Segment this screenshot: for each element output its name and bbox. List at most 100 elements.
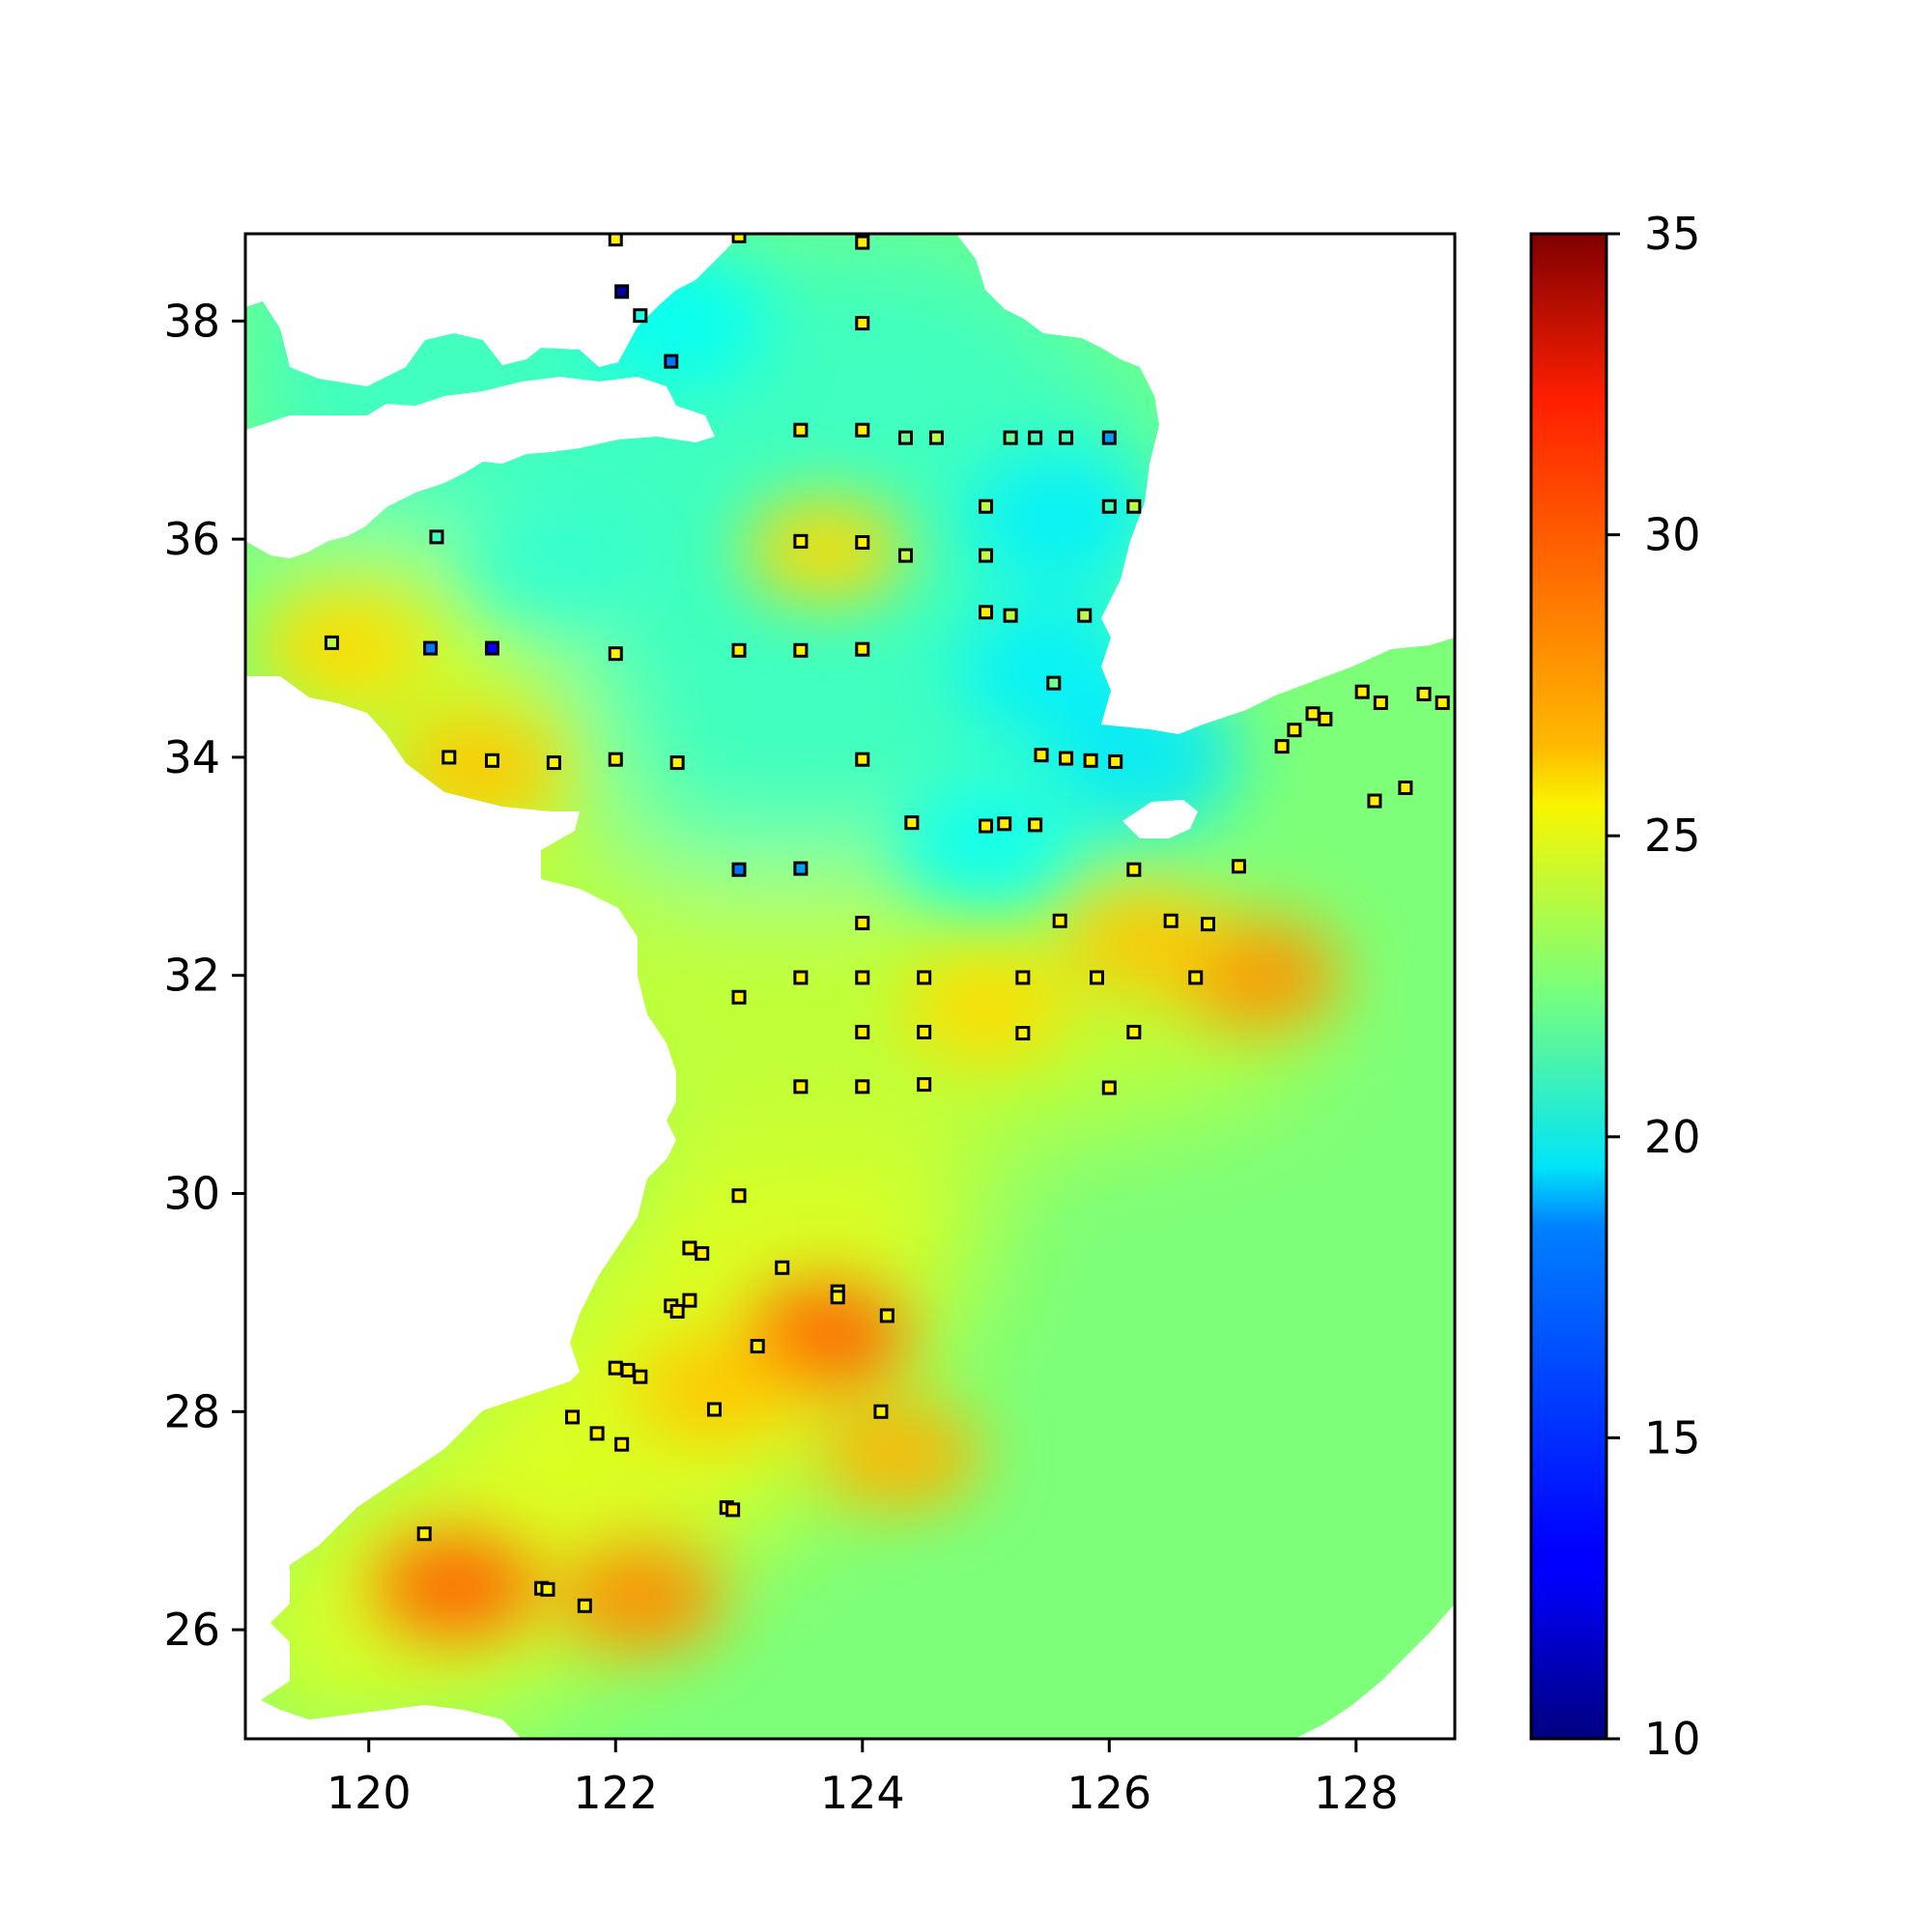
plot-frame bbox=[243, 232, 1457, 1741]
x-tick-label: 126 bbox=[1066, 1767, 1151, 1819]
x-axis: 120 122 124 126 128 bbox=[327, 1739, 1399, 1819]
station-marker bbox=[706, 1402, 722, 1417]
station-marker bbox=[731, 642, 747, 658]
station-marker bbox=[614, 284, 630, 299]
station-marker bbox=[775, 1260, 790, 1275]
station-marker bbox=[669, 755, 685, 771]
station-marker bbox=[1015, 970, 1031, 985]
station-marker bbox=[793, 861, 809, 876]
station-marker bbox=[485, 640, 500, 656]
station-marker bbox=[897, 430, 913, 445]
station-marker bbox=[1435, 695, 1450, 710]
station-marker bbox=[620, 1362, 636, 1378]
station-marker bbox=[485, 753, 500, 768]
station-marker bbox=[917, 1024, 932, 1039]
y-tick-label: 34 bbox=[163, 731, 220, 783]
station-marker bbox=[608, 752, 623, 767]
y-tick-label: 36 bbox=[163, 513, 220, 565]
station-marker bbox=[682, 1240, 697, 1256]
station-marker bbox=[1398, 781, 1413, 796]
station-marker bbox=[855, 1079, 870, 1094]
hot-zone-10 bbox=[262, 595, 427, 702]
station-marker bbox=[1367, 793, 1382, 809]
station-marker bbox=[1318, 711, 1333, 726]
station-marker bbox=[633, 1369, 648, 1384]
station-marker bbox=[614, 1436, 630, 1452]
colorbar-gradient bbox=[1529, 232, 1608, 1741]
station-marker bbox=[1003, 430, 1018, 445]
station-marker bbox=[429, 529, 444, 545]
station-marker bbox=[1126, 862, 1142, 877]
station-marker bbox=[997, 816, 1012, 832]
station-marker bbox=[731, 1188, 747, 1204]
hot-zone-2 bbox=[743, 1282, 908, 1389]
station-marker bbox=[1274, 739, 1290, 754]
station-marker bbox=[324, 635, 339, 650]
station-marker bbox=[1015, 1026, 1031, 1041]
station-marker bbox=[423, 640, 439, 656]
station-marker bbox=[793, 1079, 809, 1094]
station-marker bbox=[904, 815, 920, 831]
station-marker bbox=[979, 548, 994, 563]
station-marker bbox=[577, 1598, 592, 1613]
y-axis: 26 28 30 32 34 36 38 bbox=[163, 295, 245, 1656]
y-tick-label: 30 bbox=[163, 1168, 220, 1220]
land-north-liaoning bbox=[245, 234, 744, 386]
station-marker bbox=[793, 422, 809, 438]
station-marker bbox=[1028, 430, 1043, 445]
station-marker bbox=[1354, 684, 1370, 699]
station-marker bbox=[1126, 498, 1142, 514]
station-marker bbox=[540, 1581, 555, 1597]
colorbar-tick-label: 15 bbox=[1644, 1411, 1701, 1463]
station-markers bbox=[324, 234, 1450, 1613]
station-marker bbox=[855, 316, 870, 331]
colorbar-tick-label: 20 bbox=[1644, 1111, 1701, 1163]
cold-zone-0 bbox=[968, 449, 1152, 585]
land-shandong bbox=[245, 377, 715, 558]
x-tick-label: 122 bbox=[573, 1767, 658, 1819]
colorbar-tick-label: 25 bbox=[1644, 810, 1701, 862]
station-marker bbox=[1077, 608, 1093, 623]
station-marker bbox=[879, 1308, 895, 1323]
station-marker bbox=[1231, 859, 1246, 874]
station-marker bbox=[873, 1404, 889, 1419]
station-marker bbox=[979, 605, 994, 620]
station-marker bbox=[793, 533, 809, 549]
station-marker bbox=[855, 641, 870, 657]
y-tick-label: 28 bbox=[163, 1385, 220, 1437]
hot-zone-0 bbox=[373, 1532, 538, 1639]
land-jeju bbox=[1122, 800, 1198, 838]
station-marker bbox=[1101, 498, 1117, 514]
station-marker bbox=[546, 755, 561, 771]
hot-zone-9 bbox=[743, 497, 908, 604]
station-marker bbox=[917, 970, 932, 985]
station-marker bbox=[565, 1409, 581, 1425]
station-marker bbox=[1059, 751, 1074, 766]
station-marker bbox=[1046, 675, 1062, 691]
station-marker bbox=[1101, 1080, 1117, 1095]
map-plot-area bbox=[243, 232, 1457, 1741]
station-marker bbox=[1416, 686, 1432, 701]
station-marker bbox=[1059, 430, 1074, 445]
hot-zone-6 bbox=[1064, 889, 1229, 996]
station-marker bbox=[1287, 723, 1302, 738]
station-marker bbox=[1034, 748, 1049, 763]
y-tick-label: 38 bbox=[163, 295, 220, 347]
station-marker bbox=[1305, 706, 1321, 722]
station-marker bbox=[1052, 913, 1067, 928]
colorbar-tick-label: 30 bbox=[1644, 509, 1701, 561]
station-marker bbox=[917, 1077, 932, 1093]
station-marker bbox=[855, 535, 870, 551]
colorbar-tick-label: 35 bbox=[1644, 208, 1701, 260]
station-marker bbox=[1028, 817, 1043, 833]
station-marker bbox=[1200, 917, 1215, 932]
station-marker bbox=[855, 916, 870, 931]
station-marker bbox=[1126, 1024, 1142, 1039]
cold-zone-5 bbox=[462, 493, 646, 629]
y-tick-label: 26 bbox=[163, 1604, 220, 1656]
x-tick-label: 128 bbox=[1314, 1767, 1399, 1819]
station-marker bbox=[979, 818, 994, 834]
station-marker bbox=[855, 752, 870, 767]
station-marker bbox=[855, 235, 870, 250]
